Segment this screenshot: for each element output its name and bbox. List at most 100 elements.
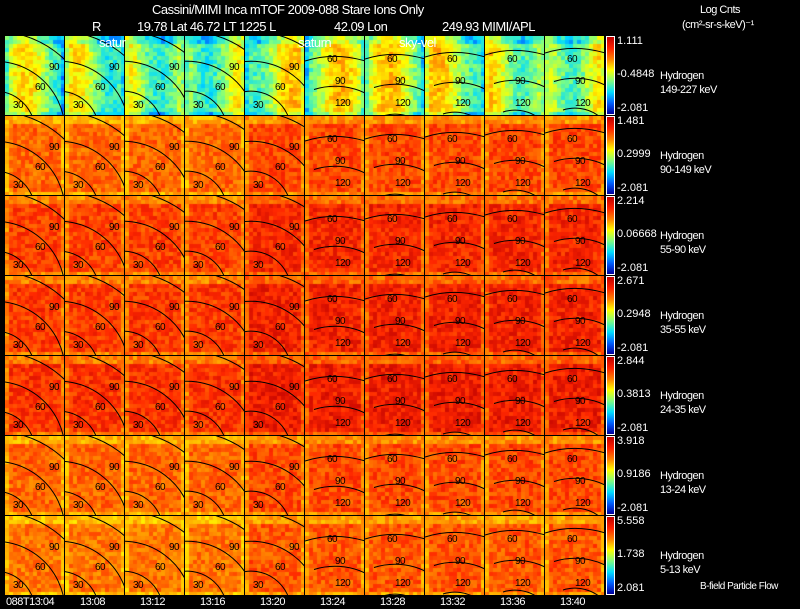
contour-line — [562, 507, 599, 515]
contour-line — [502, 429, 535, 435]
contour-label: 90 — [109, 462, 120, 473]
contour-label: 60 — [155, 162, 166, 173]
contour-label: 120 — [335, 418, 351, 429]
heatmap-panel: 60 90 120 — [365, 276, 424, 355]
heatmap-panel: 60 90 120 — [545, 516, 604, 595]
heatmap-panel: 30 60 90 — [5, 276, 64, 355]
contour-label: 120 — [395, 418, 411, 429]
contour-label: 120 — [575, 498, 591, 509]
contour-overlay — [65, 36, 124, 115]
heatmap-panel: 30 60 90 — [65, 436, 124, 515]
contour-label: 60 — [35, 482, 46, 493]
contour-label: 90 — [455, 316, 466, 327]
colorbar-mid-label: 0.2948 — [617, 308, 651, 320]
contour-line — [442, 431, 471, 435]
contour-label: 60 — [275, 162, 286, 173]
colorbar-max-label: 2.214 — [617, 195, 645, 207]
contour-line — [425, 131, 484, 138]
colorbar — [606, 116, 615, 195]
contour-line — [545, 447, 604, 454]
heatmap-panel: 30 60 90 — [5, 436, 64, 515]
contour-line — [185, 170, 225, 195]
contour-label: 90 — [575, 396, 586, 407]
time-tick-label: 13:12 — [140, 596, 166, 608]
contour-line — [245, 380, 304, 407]
contour-line — [365, 453, 424, 460]
contour-label: 120 — [455, 178, 471, 189]
heatmap-panel: 30 60 90 — [245, 116, 304, 195]
contour-line — [245, 330, 289, 355]
contour-label: 60 — [155, 82, 166, 93]
contour-overlay — [245, 436, 304, 515]
contour-label: 120 — [335, 258, 351, 269]
heatmap-panel: 60 90 120 — [425, 276, 484, 355]
species-label: Hydrogen — [660, 230, 704, 242]
contour-overlay — [5, 116, 64, 195]
contour-label: 120 — [395, 498, 411, 509]
contour-line — [5, 61, 64, 115]
contour-label: 60 — [95, 482, 106, 493]
heatmap-panel: 60 90 120 — [365, 36, 424, 115]
contour-line — [87, 36, 124, 57]
contour-label: 60 — [567, 374, 578, 385]
lon-label: 42.09 Lon — [334, 19, 388, 34]
heatmap-panel: 60 90 120 — [305, 356, 364, 435]
contour-label: 60 — [327, 214, 338, 225]
contour-line — [185, 250, 225, 275]
contour-label: 90 — [395, 476, 406, 487]
contour-line — [245, 490, 289, 515]
contour-line — [384, 593, 406, 595]
contour-label: 60 — [35, 242, 46, 253]
contour-line — [125, 90, 161, 115]
contour-label: 120 — [395, 578, 411, 589]
contour-line — [245, 540, 304, 567]
contour-line — [442, 351, 471, 355]
contour-line — [502, 109, 535, 115]
contour-line — [125, 250, 161, 275]
contour-label: 90 — [575, 476, 586, 487]
contour-label: 30 — [193, 180, 204, 191]
contour-overlay — [125, 356, 184, 435]
contour-label: 30 — [133, 420, 144, 431]
heatmap-panel: 60 90 120 — [485, 516, 544, 595]
contour-line — [562, 587, 599, 595]
contour-label: 90 — [515, 316, 526, 327]
contour-line — [5, 141, 64, 195]
contour-line — [87, 196, 124, 217]
contour-overlay — [485, 49, 544, 115]
colorbar-max-label: 2.671 — [617, 275, 645, 287]
contour-line — [65, 251, 97, 275]
contour-overlay — [125, 276, 184, 355]
contour-line — [384, 353, 406, 355]
contour-label: 90 — [335, 396, 346, 407]
contour-overlay — [485, 289, 544, 355]
heatmap-panel: 60 90 120 — [305, 36, 364, 115]
contour-label: 90 — [109, 222, 120, 233]
time-tick-label: 13:20 — [260, 596, 286, 608]
contour-label: 90 — [49, 142, 60, 153]
species-label: Hydrogen — [660, 470, 704, 482]
contour-line — [5, 91, 33, 115]
lat-lt-label: 19.78 Lat 46.72 LT 1225 L — [137, 19, 276, 34]
contour-label: 90 — [455, 236, 466, 247]
contour-line — [553, 477, 604, 486]
contour-label: 30 — [193, 100, 204, 111]
contour-line — [373, 563, 424, 572]
contour-label: 30 — [253, 420, 264, 431]
contour-label: 120 — [395, 98, 411, 109]
contour-overlay — [65, 516, 124, 595]
contour-line — [245, 460, 304, 487]
contour-label: 30 — [133, 340, 144, 351]
heatmap-panel: 30 60 90 — [5, 516, 64, 595]
contour-label: 90 — [335, 316, 346, 327]
contour-overlay — [65, 276, 124, 355]
contour-line — [384, 433, 406, 435]
contour-label: 120 — [335, 98, 351, 109]
heatmap-panel: 30 60 90 — [245, 436, 304, 515]
contour-overlay — [245, 516, 304, 595]
contour-line — [553, 317, 604, 326]
contour-label: 120 — [515, 418, 531, 429]
contour-line — [502, 349, 535, 355]
contour-label: 60 — [387, 214, 398, 225]
heatmap-panel: 60 90 120 — [485, 356, 544, 435]
